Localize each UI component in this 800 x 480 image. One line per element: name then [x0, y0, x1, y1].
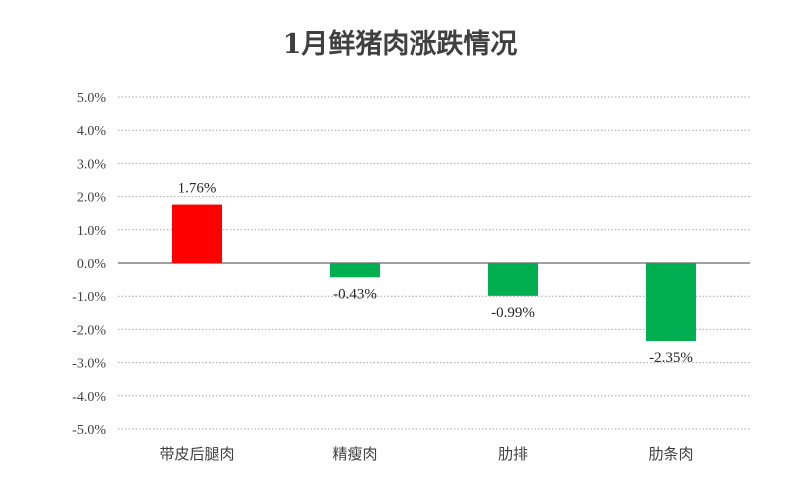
data-label: -2.35%: [649, 350, 693, 366]
y-tick-label: 1.0%: [77, 224, 107, 239]
bar: [172, 204, 222, 263]
data-label: -0.99%: [491, 305, 535, 321]
bar: [488, 263, 538, 296]
category-label: 精瘦肉: [332, 445, 377, 463]
y-tick-label: 5.0%: [77, 91, 107, 106]
data-label: -0.43%: [333, 286, 377, 302]
category-label: 带皮后腿肉: [159, 445, 234, 463]
y-tick-label: -1.0%: [72, 290, 106, 305]
y-tick-label: -2.0%: [72, 323, 106, 338]
y-tick-label: 0.0%: [77, 257, 107, 272]
y-tick-label: 4.0%: [77, 124, 107, 139]
category-label: 肋排: [498, 445, 528, 463]
bar: [330, 263, 380, 278]
y-tick-label: 2.0%: [77, 191, 107, 206]
y-tick-label: -4.0%: [72, 390, 106, 405]
data-label: 1.76%: [178, 181, 217, 197]
bar: [646, 263, 696, 342]
category-label: 肋条肉: [648, 445, 693, 463]
y-tick-label: -5.0%: [72, 423, 106, 438]
y-tick-label: -3.0%: [72, 357, 106, 372]
y-tick-label: 3.0%: [77, 157, 107, 172]
chart-title: 1月鲜猪肉涨跌情况: [282, 29, 518, 60]
